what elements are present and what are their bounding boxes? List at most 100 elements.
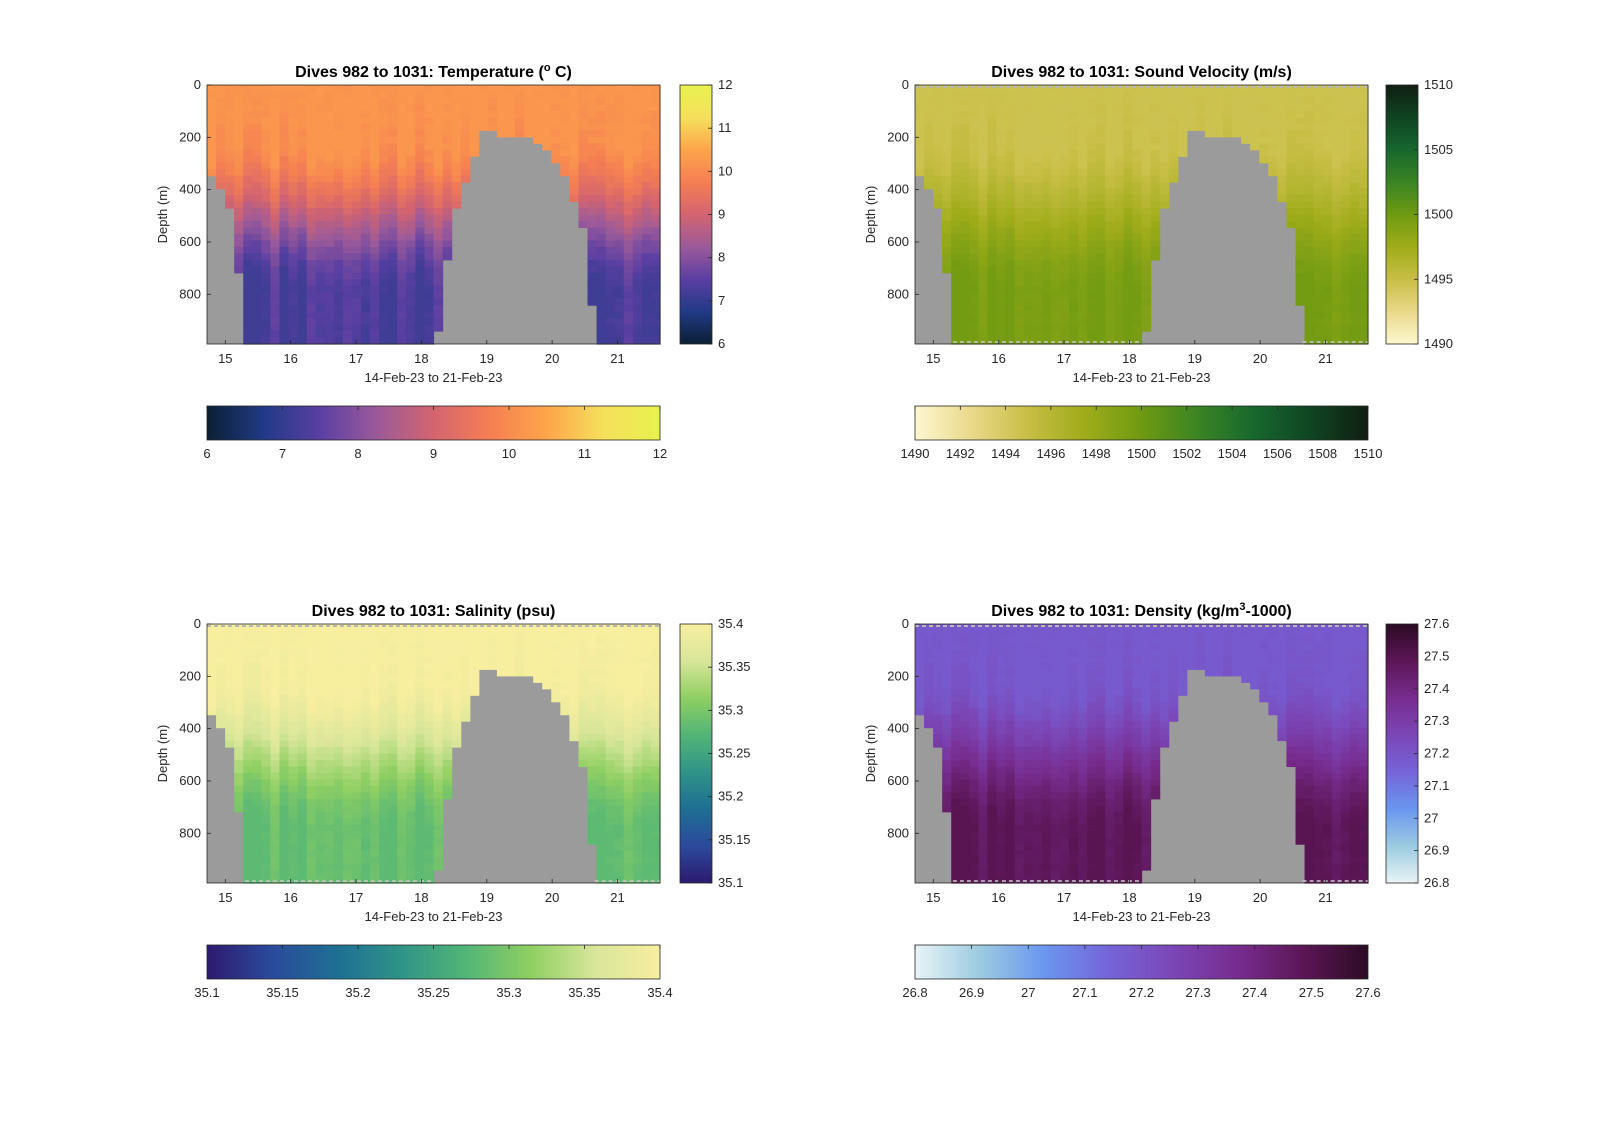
- heatmap-cell: [216, 123, 226, 131]
- heatmap-cell: [1096, 149, 1106, 157]
- heatmap-cell: [207, 104, 217, 112]
- heatmap-cell: [641, 266, 652, 274]
- heatmap-cell: [397, 162, 407, 170]
- heatmap-cell: [533, 85, 543, 93]
- heatmap-cell: [915, 104, 925, 112]
- heatmap-cell: [397, 91, 407, 99]
- heatmap-cell: [1014, 136, 1025, 144]
- heatmap-cell: [243, 311, 253, 319]
- heatmap-cell: [424, 811, 435, 819]
- heatmap-cell: [1159, 123, 1170, 131]
- heatmap-cell: [623, 721, 634, 729]
- heatmap-cell: [587, 156, 598, 164]
- heatmap-cell: [1213, 97, 1224, 106]
- heatmap-cell: [442, 792, 453, 800]
- heatmap-cell: [1213, 123, 1224, 131]
- heatmap-cell: [650, 240, 661, 248]
- heatmap-cell: [1069, 130, 1079, 138]
- heatmap-cell: [996, 753, 1007, 761]
- heatmap-cell: [261, 824, 272, 832]
- heatmap-cell: [261, 162, 272, 170]
- heatmap-cell: [551, 149, 561, 157]
- heatmap-cell: [342, 149, 353, 157]
- heatmap-cell: [370, 324, 380, 332]
- heatmap-cell: [1041, 169, 1052, 177]
- heatmap-cell: [1059, 162, 1070, 170]
- heatmap-cell: [1331, 201, 1342, 209]
- heatmap-cell: [641, 624, 652, 632]
- heatmap-cell: [1114, 201, 1124, 209]
- heatmap-cell: [315, 149, 326, 157]
- heatmap-cell: [623, 266, 634, 274]
- heatmap-cell: [515, 624, 525, 632]
- heatmap-cell: [388, 246, 398, 254]
- heatmap-cell: [942, 643, 952, 651]
- heatmap-cell: [1168, 156, 1179, 164]
- heatmap-cell: [243, 714, 253, 722]
- heatmap-cell: [960, 188, 970, 196]
- heatmap-cell: [1186, 85, 1197, 93]
- heatmap-cell: [1313, 110, 1324, 118]
- heatmap-cell: [915, 636, 925, 645]
- heatmap-cell: [1150, 175, 1161, 183]
- heatmap-cell: [505, 669, 516, 677]
- heatmap-cell: [578, 162, 589, 170]
- heatmap-cell: [279, 259, 290, 267]
- heatmap-cell: [996, 837, 1007, 845]
- heatmap-cell: [379, 824, 389, 832]
- heatmap-cell: [433, 311, 444, 319]
- heatmap-cell: [942, 734, 952, 742]
- heatmap-cell: [406, 318, 416, 326]
- heatmap-cell: [297, 175, 308, 183]
- heatmap-cell: [433, 253, 444, 261]
- heatmap-cell: [1223, 85, 1233, 93]
- heatmap-cell: [632, 759, 643, 768]
- heatmap-cell: [279, 195, 290, 203]
- heatmap-cell: [1349, 253, 1360, 261]
- heatmap-cell: [1159, 149, 1170, 157]
- heatmap-cell: [451, 630, 462, 638]
- heatmap-cell: [969, 714, 980, 722]
- heatmap-cell: [1204, 91, 1215, 99]
- heatmap-cell: [987, 337, 998, 345]
- heatmap-cell: [1349, 195, 1360, 203]
- heatmap-cell: [1132, 85, 1143, 93]
- heatmap-cell: [1295, 292, 1306, 300]
- heatmap-cell: [370, 272, 380, 280]
- heatmap-cell: [987, 227, 998, 235]
- heatmap-cell: [243, 188, 253, 196]
- heatmap-cell: [1105, 143, 1115, 151]
- heatmap-cell: [342, 824, 353, 832]
- heatmap-cell: [243, 259, 253, 267]
- heatmap-cell: [924, 636, 934, 645]
- heatmap-cell: [1032, 259, 1043, 267]
- heatmap-cell: [1277, 136, 1288, 144]
- heatmap-cell: [252, 91, 262, 99]
- heatmap-cell: [297, 695, 308, 703]
- heatmap-cell: [533, 624, 543, 632]
- heatmap-cell: [1340, 324, 1351, 332]
- heatmap-cell: [1168, 175, 1179, 183]
- heatmap-cell: [306, 227, 317, 235]
- heatmap-cell: [996, 734, 1007, 742]
- heatmap-cell: [397, 818, 407, 826]
- heatmap-cell: [1340, 292, 1351, 300]
- heatmap-cell: [252, 798, 262, 806]
- heatmap-cell: [641, 208, 652, 216]
- heatmap-cell: [379, 844, 389, 852]
- heatmap-cell: [306, 669, 317, 677]
- heatmap-cell: [969, 175, 980, 183]
- heatmap-cell: [351, 182, 362, 190]
- heatmap-cell: [415, 195, 426, 203]
- heatmap-cell: [1304, 298, 1315, 306]
- heatmap-cell: [996, 117, 1007, 125]
- heatmap-cell: [1032, 298, 1043, 306]
- heatmap-cell: [596, 162, 607, 170]
- heatmap-cell: [1078, 318, 1088, 326]
- heatmap-cell: [1050, 156, 1061, 164]
- heatmap-cell: [623, 117, 634, 125]
- heatmap-cell: [933, 195, 943, 203]
- heatmap-cell: [315, 331, 326, 339]
- heatmap-cell: [614, 97, 625, 106]
- heatmap-cell: [361, 318, 371, 326]
